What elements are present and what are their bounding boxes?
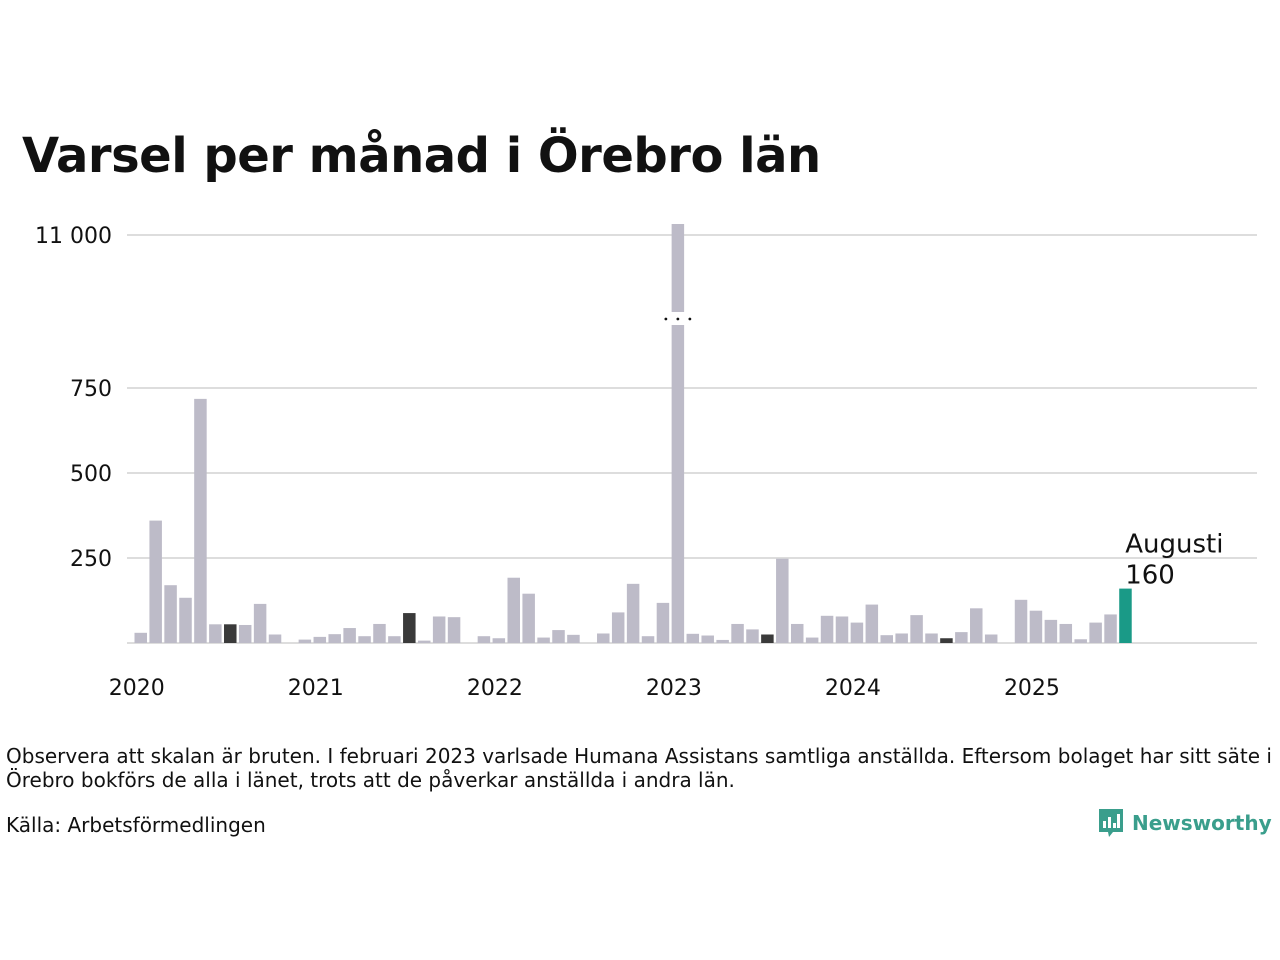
bar [238,624,252,643]
newsworthy-logo[interactable]: Newsworthy [1098,808,1272,838]
bar-chart: 250 500 750 11 000 2020 2021 2022 2023 2024 2025… [35,224,1257,701]
axis-break-dot [688,317,692,321]
bar [1074,639,1087,643]
bar [597,633,610,643]
y-tick-label: 250 [70,547,112,572]
source-label: Källa: Arbetsförmedlingen [6,813,266,837]
gridlines [127,234,1257,644]
x-tick-label: 2021 [288,676,344,701]
bar [268,634,282,643]
bar [1014,599,1028,643]
bar [731,623,744,643]
bar [403,613,416,643]
bar [940,638,953,643]
bar [149,520,162,643]
bar [955,632,968,643]
bar [209,624,222,643]
bar [790,623,804,643]
x-tick-label: 2025 [1004,676,1060,701]
bar [388,636,401,643]
bar [671,224,685,312]
y-tick-label: 500 [70,462,112,487]
annotation-label: Augusti [1125,530,1223,560]
chart-title: Varsel per månad i Örebro län [22,128,821,184]
annotation-value: 160 [1125,561,1175,591]
bar [179,597,192,643]
y-axis-labels: 250 500 750 11 000 [35,224,112,572]
bars [134,224,1132,643]
bar [850,622,864,643]
bar [805,637,819,643]
bar [1029,610,1043,643]
bar [716,639,729,643]
bar [835,616,849,643]
x-tick-label: 2023 [646,676,702,701]
bar [611,612,625,643]
bar [417,640,431,643]
bar [447,617,461,643]
bar [671,325,685,643]
bar [970,608,983,643]
x-tick-label: 2024 [825,676,881,701]
bar [552,630,565,643]
bar [1104,614,1117,643]
bar [910,615,923,643]
x-axis-labels: 2020 2021 2022 2023 2024 2025 [109,676,1060,701]
bar [328,634,341,643]
bar [626,583,640,643]
bar [865,604,879,643]
bar [313,636,327,643]
bar [432,616,446,643]
bar [537,637,550,643]
bar [895,633,908,643]
newsworthy-logo-icon [1099,809,1123,837]
x-tick-label: 2022 [467,676,523,701]
bar [492,638,506,643]
bar [253,603,267,643]
bar [343,628,356,643]
bar [820,615,834,643]
bar [701,635,714,643]
bar [1059,623,1073,643]
bar [507,577,520,643]
bar [1119,588,1132,643]
bar [298,639,312,643]
bar [224,624,237,643]
bar [358,636,371,643]
bar [1089,622,1102,643]
bar [776,558,789,643]
bar [134,632,147,643]
bar [567,634,580,643]
x-tick-label: 2020 [109,676,165,701]
y-tick-label: 750 [70,377,112,402]
y-tick-label: 11 000 [35,224,112,249]
bar [984,634,998,643]
bar [656,602,670,643]
bar [477,636,491,643]
bar [641,636,655,643]
bar [194,398,207,643]
bar [880,635,893,643]
bar [746,629,759,643]
bar [164,585,177,643]
bar [761,634,774,643]
brand-name: Newsworthy [1132,811,1272,835]
bar [522,593,535,643]
bar [373,623,386,643]
footnote: Observera att skalan är bruten. I februa… [6,744,1272,792]
bar [925,633,938,643]
axis-break-dot [664,317,668,321]
bar [686,633,700,643]
axis-break-dot [676,317,680,321]
bar [1044,619,1058,643]
